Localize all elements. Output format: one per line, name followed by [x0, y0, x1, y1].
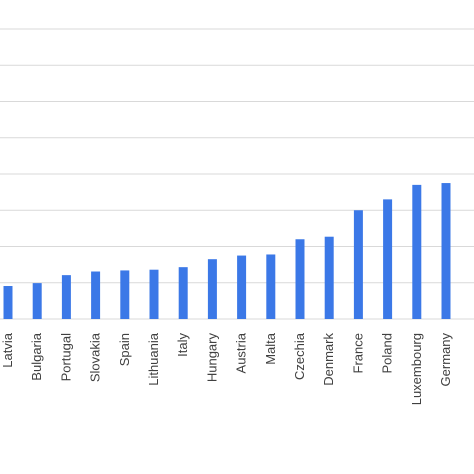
bar-malta	[266, 254, 276, 319]
bar-denmark	[324, 236, 334, 319]
bar-bulgaria	[32, 283, 42, 319]
x-tick-label-portugal: Portugal	[58, 333, 73, 382]
bar-france	[353, 210, 363, 319]
x-tick-label-hungary: Hungary	[204, 333, 219, 383]
x-tick-label-france: France	[350, 333, 365, 373]
bar-spain	[120, 270, 130, 319]
bar-hungary	[207, 259, 217, 319]
bar-slovakia	[91, 271, 101, 319]
x-tick-label-poland: Poland	[380, 333, 395, 373]
bar-portugal	[61, 275, 71, 319]
x-tick-label-germany: Germany	[438, 333, 453, 387]
bar-poland	[383, 199, 393, 319]
bar-italy	[178, 267, 188, 319]
x-tick-label-slovakia: Slovakia	[88, 332, 103, 382]
x-tick-label-spain: Spain	[117, 333, 132, 366]
x-tick-label-luxembourg: Luxembourg	[409, 333, 424, 405]
bar-austria	[237, 255, 247, 319]
x-tick-label-denmark: Denmark	[321, 333, 336, 386]
x-axis-tick-labels: Latvia Bulgaria Portugal Slovakia Spain Lithu…	[0, 332, 453, 405]
bar-luxembourg	[412, 184, 422, 319]
bar-germany	[441, 183, 451, 319]
x-tick-label-latvia: Latvia	[0, 332, 15, 367]
x-tick-label-lithuania: Lithuania	[146, 332, 161, 386]
x-tick-label-austria: Austria	[234, 332, 249, 373]
gridlines	[0, 28, 474, 320]
bar-czechia	[295, 239, 305, 319]
x-tick-label-bulgaria: Bulgaria	[29, 332, 44, 380]
bar-latvia	[3, 286, 13, 319]
x-tick-label-czechia: Czechia	[292, 332, 307, 380]
bars	[3, 183, 451, 319]
x-tick-label-italy: Italy	[175, 333, 190, 357]
x-tick-label-malta: Malta	[263, 332, 278, 365]
bar-lithuania	[149, 269, 159, 319]
